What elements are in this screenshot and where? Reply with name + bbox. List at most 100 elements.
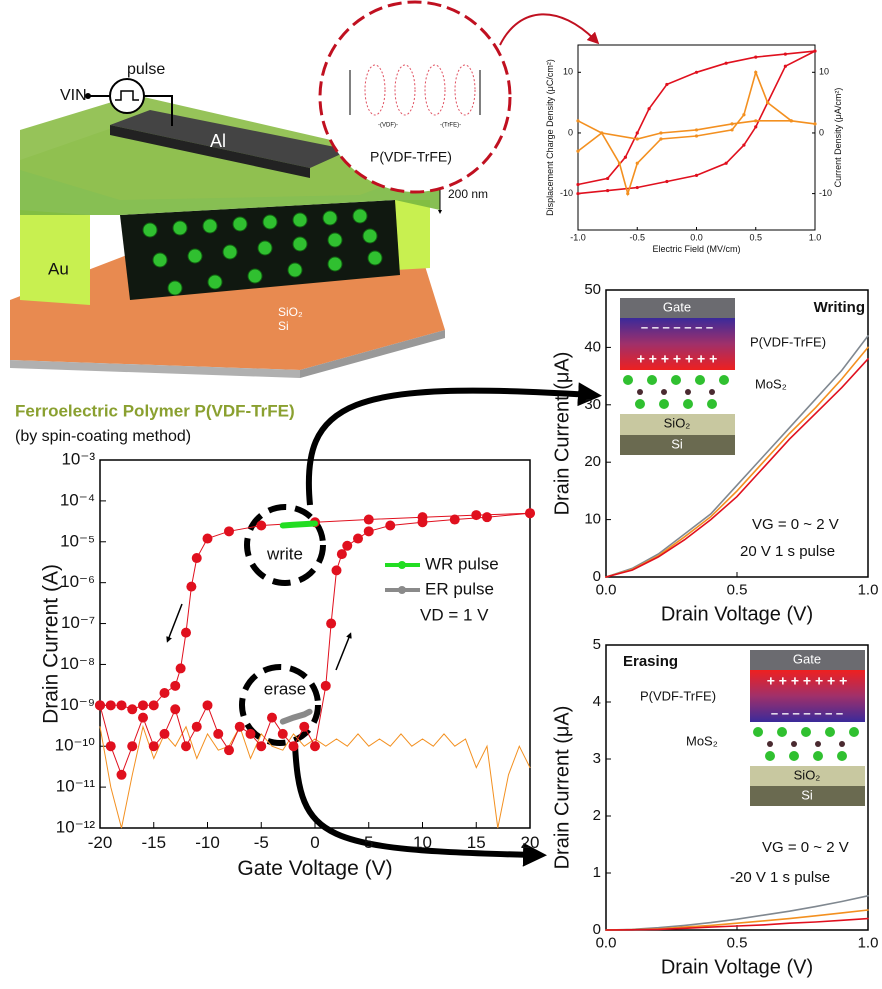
series-line [606,896,868,930]
x-tick-label: 5 [364,833,373,852]
point [790,119,793,122]
point [606,189,609,192]
series-line [283,712,310,722]
series-line [283,524,315,526]
point [289,741,299,751]
point [636,137,639,140]
point [754,125,757,128]
y-tick-label: 10⁻⁴ [60,490,95,509]
y-tick-label: 10⁻³ [61,449,95,468]
inset-label: P(VDF-TrFE) [640,688,716,703]
schematic-label: Au [48,259,69,278]
y-tick-label: 0 [568,127,573,137]
x-axis-title: Gate Voltage (V) [237,857,392,880]
chart-subtitle: (by spin-coating method) [15,428,191,445]
annotation: -20 V 1 s pulse [730,869,830,886]
point [364,526,374,536]
x-tick-label: 1.0 [858,581,879,598]
point [127,741,137,751]
point [659,137,662,140]
schematic-label: SiO₂ [278,305,303,319]
point [256,741,266,751]
point [742,143,745,146]
annotation: erase [264,679,307,698]
figure: – – – – – – – + + + + + + + + + + + + + … [0,0,882,989]
point [353,534,363,544]
inset-label: Gate [663,299,691,314]
point [278,729,288,739]
layer-inset: + + + + + + + – – – – – – – [750,650,865,806]
x-tick-label: 1.0 [809,232,822,242]
schematic-label: 200 nm [448,187,488,201]
point [626,192,629,195]
point [181,628,191,638]
device-schematic [10,2,595,378]
annotation: VG = 0 ~ 2 V [752,516,839,533]
y-tick-label: 50 [584,281,601,298]
annotation: Writing [814,299,865,316]
legend-label: ER pulse [425,579,494,598]
point [766,101,769,104]
point [742,113,745,116]
x-tick-label: 0 [310,833,319,852]
point [138,700,148,710]
point [471,510,481,520]
point [192,722,202,732]
point [576,150,579,153]
point [730,122,733,125]
point [576,192,579,195]
point [138,713,148,723]
point [813,122,816,125]
y-tick-label: 1 [593,864,601,881]
y-tick-label: 10 [584,511,601,528]
point [695,134,698,137]
annotation: 20 V 1 s pulse [740,543,835,560]
point [784,52,787,55]
x-tick-label: 0.5 [727,581,748,598]
annotation: Erasing [623,653,678,670]
point [186,582,196,592]
y-tick-label: 5 [593,636,601,653]
x-tick-label: 20 [521,833,540,852]
point [576,119,579,122]
y-tick-label: -10 [560,188,573,198]
y2-axis-title: Current Density (μA/cm²) [833,88,843,188]
point [385,521,395,531]
annotation: write [266,544,303,563]
point [160,688,170,698]
point [725,162,728,165]
point [364,515,374,525]
point [784,65,787,68]
schematic-label: Si [278,319,289,333]
y-axis-title: Drain Current (A) [39,564,62,724]
y-tick-label: 40 [584,338,601,355]
arrow-write [309,391,590,505]
point [127,704,137,714]
x-tick-label: 0.0 [690,232,703,242]
point [665,83,668,86]
point [725,62,728,65]
schematic-label: pulse [127,61,165,78]
point [576,183,579,186]
point [636,186,639,189]
point [332,565,342,575]
point [754,119,757,122]
annotation: VG = 0 ~ 2 V [762,839,849,856]
y-tick-label: 4 [593,693,601,710]
point [170,704,180,714]
inset-label: Si [801,787,813,802]
point [636,131,639,134]
y2-tick-label: -10 [819,188,832,198]
point [659,131,662,134]
y2-tick-label: 0 [819,127,824,137]
y-tick-label: 2 [593,807,601,824]
point [176,663,186,673]
y-tick-label: 30 [584,396,601,413]
y-axis-title: Drain Current (μA) [551,352,573,516]
point [342,541,352,551]
point [326,619,336,629]
point [224,526,234,536]
point [106,741,116,751]
svg-text:+ + + + + + +: + + + + + + + [767,673,848,689]
point [203,534,213,544]
